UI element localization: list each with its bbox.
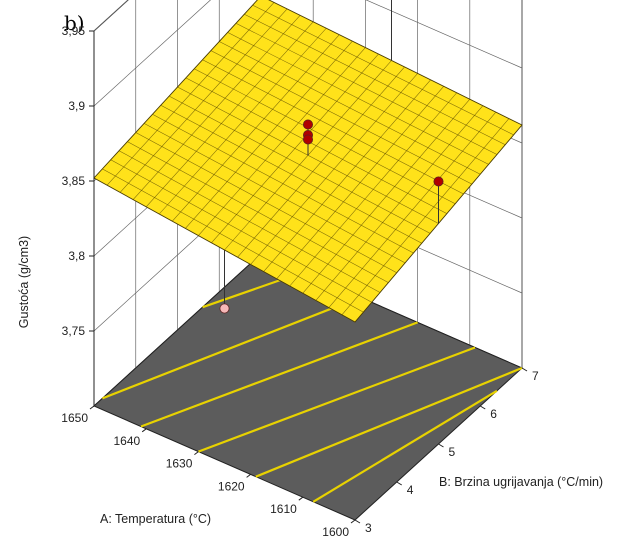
surface-fill — [93, 0, 523, 323]
response-surface — [93, 0, 523, 323]
surface-mesh-line — [219, 41, 481, 175]
z-tick-label: 3,95 — [62, 24, 86, 38]
design-point-marker — [433, 176, 444, 187]
b-tick-mark — [438, 443, 444, 448]
a-tick-mark — [89, 405, 95, 410]
z-gridline — [93, 0, 523, 107]
surface-mesh-line — [106, 2, 275, 186]
contour-line — [312, 389, 498, 503]
surface-mesh-line — [159, 28, 327, 215]
design-point-marker — [302, 134, 313, 145]
b-tick-label: 7 — [532, 369, 539, 383]
a-tick-mark — [298, 496, 304, 501]
surface-mesh-line — [252, 4, 514, 136]
surface-mesh-line — [235, 23, 498, 155]
surface-mesh-line — [145, 21, 314, 207]
b-tick-mark — [521, 367, 528, 372]
design-point-marker — [219, 303, 230, 314]
z-tick-label: 3,75 — [62, 324, 86, 338]
b-tick-mark — [479, 405, 486, 410]
a-tick-mark — [350, 519, 356, 524]
a-tick-label: 1640 — [113, 434, 140, 448]
z-tick-label: 3,85 — [62, 174, 86, 188]
axis-text: 3,75 3,8 3,85 3,9 3,95 1600 1610 1620 1630 1640 16… — [17, 24, 603, 537]
surface-mesh-line — [172, 34, 340, 222]
b-tick-label: 3 — [365, 521, 372, 535]
a-tick-mark — [141, 428, 147, 433]
surface-mesh-line — [202, 59, 464, 195]
surface-mesh-line — [211, 53, 379, 243]
panel-label: b) — [64, 11, 85, 35]
surface-mesh-line — [185, 77, 447, 214]
front-frame — [89, 30, 528, 524]
z-tick-label: 3,9 — [68, 99, 85, 113]
points-above-surface — [302, 0, 444, 224]
z-axis-title: Gustoća (g/cm3) — [17, 236, 31, 328]
b-axis-title: B: Brzina ugrijavanja (°C/min) — [439, 475, 603, 489]
surface-mesh-line — [132, 15, 301, 200]
contour-line — [101, 296, 361, 400]
surface-mesh-line — [119, 8, 288, 193]
contour-line — [140, 321, 418, 428]
b-tick-mark — [396, 481, 403, 486]
surface-mesh-line — [198, 47, 366, 236]
a-tick-label: 1630 — [166, 457, 193, 471]
b-tick-label: 6 — [490, 407, 497, 421]
surface-mesh-line — [185, 40, 353, 229]
b-tick-label: 4 — [407, 483, 414, 497]
a-tick-mark — [246, 473, 251, 478]
b-tick-mark — [354, 519, 361, 524]
a-tick-mark — [194, 451, 199, 456]
a-tick-label: 1620 — [218, 479, 245, 493]
surface-mesh-line — [194, 68, 456, 205]
surface-mesh-line — [210, 50, 473, 185]
a-tick-label: 1650 — [61, 411, 88, 425]
surface-mesh-line — [244, 13, 506, 145]
design-point-marker — [302, 119, 313, 130]
a-axis-title: A: Temperatura (°C) — [100, 512, 211, 526]
contour-line — [198, 346, 476, 453]
contour-line — [255, 366, 523, 478]
z-tick-label: 3,8 — [68, 249, 85, 263]
a-tick-label: 1600 — [322, 525, 349, 537]
a-tick-label: 1610 — [270, 502, 297, 516]
b-tick-label: 5 — [449, 445, 456, 459]
surface-mesh-line — [227, 32, 489, 165]
